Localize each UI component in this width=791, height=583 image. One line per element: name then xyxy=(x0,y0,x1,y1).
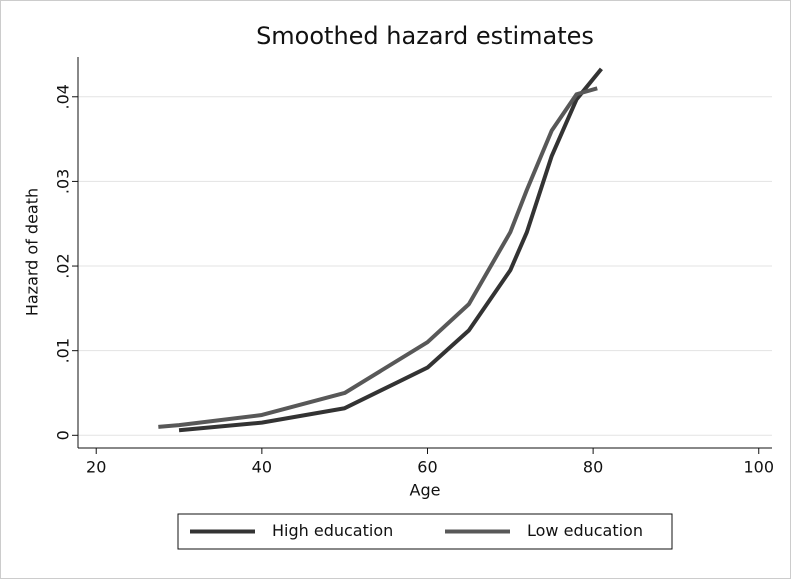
series-line xyxy=(158,86,598,429)
y-tick-label: .02 xyxy=(54,253,73,278)
x-tick-label: 20 xyxy=(86,458,106,477)
x-tick-label: 40 xyxy=(252,458,272,477)
legend-label: Low education xyxy=(527,521,643,540)
x-axis-label: Age xyxy=(410,481,441,500)
y-tick-label: 0 xyxy=(54,430,73,440)
y-tick-label: .01 xyxy=(54,338,73,363)
x-tick-label: 80 xyxy=(583,458,603,477)
legend xyxy=(177,513,673,550)
x-tick-label: 100 xyxy=(743,458,774,477)
y-tick-label: .03 xyxy=(54,169,73,194)
plot-area xyxy=(78,57,772,448)
x-tick-label: 60 xyxy=(417,458,437,477)
legend-label: High education xyxy=(272,521,393,540)
chart-title: Smoothed hazard estimates xyxy=(256,22,594,50)
y-tick-label: .04 xyxy=(54,84,73,109)
series-line xyxy=(178,67,603,433)
y-axis-label: Hazard of death xyxy=(23,188,42,316)
